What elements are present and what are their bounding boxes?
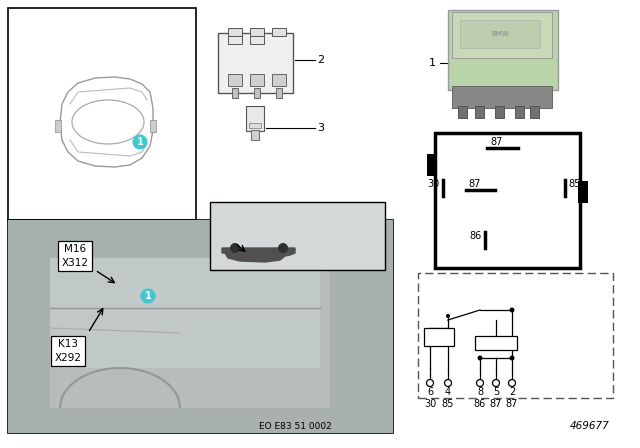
Text: 85: 85 [442, 399, 454, 409]
Circle shape [230, 243, 240, 253]
Text: 1: 1 [145, 291, 152, 301]
Bar [228, 28, 242, 36]
Text: 2: 2 [509, 387, 515, 397]
Text: 87: 87 [490, 137, 502, 147]
Text: 2: 2 [317, 55, 324, 65]
Bar [249, 123, 261, 128]
Text: 4: 4 [445, 387, 451, 397]
Bar [55, 120, 61, 132]
Bar [254, 88, 260, 98]
Bar [250, 36, 264, 44]
Text: 87: 87 [468, 179, 481, 189]
Circle shape [509, 356, 515, 361]
Bar [452, 86, 552, 108]
Bar [475, 106, 484, 118]
Text: 30: 30 [428, 179, 440, 189]
Bar [276, 88, 282, 98]
Text: 3: 3 [317, 123, 324, 133]
Bar [246, 106, 264, 131]
Bar [272, 28, 286, 36]
Bar [427, 154, 437, 176]
Bar [250, 74, 264, 86]
Text: 6: 6 [427, 387, 433, 397]
Circle shape [141, 289, 156, 303]
Text: 5: 5 [493, 387, 499, 397]
Bar [452, 12, 552, 58]
Bar [530, 106, 539, 118]
Text: EO E83 51 0002: EO E83 51 0002 [259, 422, 332, 431]
Bar [578, 181, 588, 203]
Circle shape [477, 379, 483, 387]
Text: 85: 85 [568, 179, 580, 189]
Bar [8, 220, 393, 433]
Bar [475, 336, 517, 350]
Bar [218, 33, 293, 93]
Bar [495, 106, 504, 118]
Text: M16
X312: M16 X312 [61, 245, 88, 267]
Circle shape [445, 379, 451, 387]
Text: 30: 30 [424, 399, 436, 409]
Text: 1: 1 [429, 58, 436, 68]
Circle shape [509, 307, 515, 313]
Circle shape [446, 314, 450, 318]
Bar [424, 328, 454, 346]
Circle shape [132, 134, 147, 150]
Bar [448, 10, 558, 90]
Text: 87: 87 [490, 399, 502, 409]
Bar [250, 28, 264, 36]
Bar [150, 120, 156, 132]
Text: 86: 86 [474, 399, 486, 409]
Bar [8, 8, 196, 220]
Bar [418, 273, 613, 398]
Bar [50, 258, 320, 368]
Bar [251, 130, 259, 140]
Bar [50, 258, 330, 408]
Bar [232, 88, 238, 98]
Polygon shape [222, 248, 295, 262]
Text: 8: 8 [477, 387, 483, 397]
Bar [210, 202, 385, 270]
Circle shape [493, 379, 499, 387]
Text: BMW: BMW [491, 31, 509, 37]
Bar [435, 133, 580, 268]
Bar [460, 20, 540, 48]
Bar [515, 106, 524, 118]
Text: 86: 86 [470, 231, 482, 241]
Text: K13
X292: K13 X292 [54, 340, 81, 362]
Text: 469677: 469677 [570, 421, 610, 431]
Bar [228, 36, 242, 44]
Circle shape [278, 243, 288, 253]
Circle shape [509, 379, 515, 387]
Text: 1: 1 [136, 137, 143, 147]
Circle shape [426, 379, 433, 387]
Bar [228, 74, 242, 86]
Bar [272, 74, 286, 86]
Circle shape [477, 356, 483, 361]
Bar [458, 106, 467, 118]
Text: 87: 87 [506, 399, 518, 409]
Bar [8, 220, 393, 433]
